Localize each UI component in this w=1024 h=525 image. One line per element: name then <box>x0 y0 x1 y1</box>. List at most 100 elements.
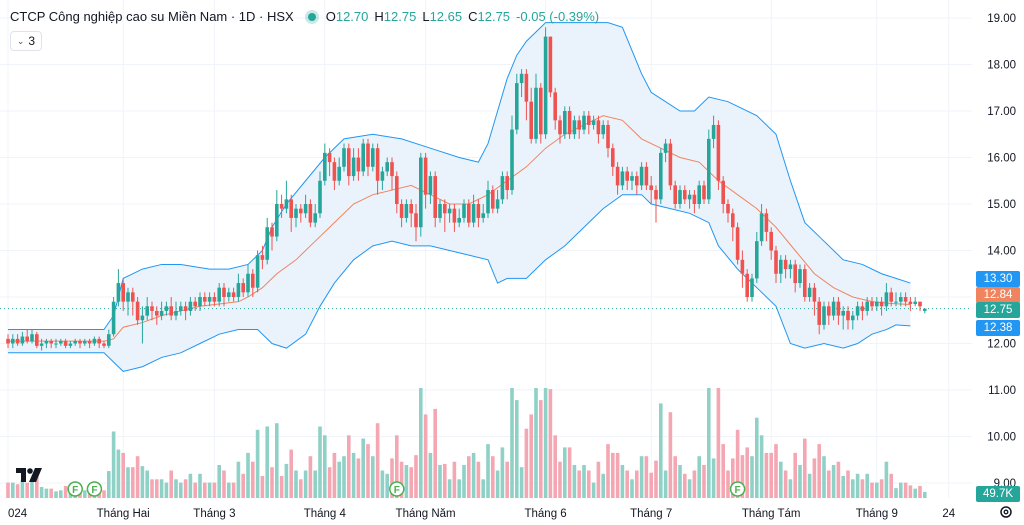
candle-body <box>246 273 250 293</box>
indicator-toggle-button[interactable]: ⌄ 3 <box>10 31 42 51</box>
candle-body <box>524 73 529 102</box>
tradingview-logo-icon[interactable] <box>14 464 46 486</box>
candle-body <box>654 190 658 200</box>
candle-body <box>78 341 82 344</box>
volume-bar <box>841 476 845 498</box>
volume-bar <box>121 452 125 498</box>
volume-bar <box>678 465 682 498</box>
volume-bar <box>423 414 428 498</box>
candle-body <box>327 152 332 163</box>
candle-body <box>92 338 97 344</box>
volume-bar <box>414 455 418 498</box>
candle-body <box>846 310 850 321</box>
candle-body <box>323 152 327 181</box>
volume-bar <box>25 482 29 498</box>
candle-body <box>534 87 538 139</box>
candle-body <box>471 204 476 223</box>
candle-body <box>83 341 87 344</box>
volume-bar <box>726 470 730 498</box>
candle-body <box>97 338 101 344</box>
candle-body <box>798 269 802 284</box>
candle-body <box>721 180 725 204</box>
volume-bar <box>913 488 917 498</box>
candle-body <box>875 301 879 307</box>
candle-body <box>572 120 577 135</box>
candle-body <box>222 287 226 297</box>
candle-body <box>644 166 649 186</box>
candle-body <box>265 227 269 260</box>
candle-body <box>227 292 231 297</box>
candle-body <box>59 341 63 344</box>
volume-bar <box>140 466 145 498</box>
candle-body <box>198 297 202 307</box>
volume-bar <box>807 473 812 498</box>
volume-bar <box>606 444 610 498</box>
volume-bar <box>635 470 639 498</box>
volume-bar <box>697 456 701 498</box>
volume-bar <box>375 423 380 498</box>
volume-bar <box>347 435 351 498</box>
candle-body <box>543 36 548 135</box>
volume-bar <box>30 479 34 498</box>
volume-bar <box>692 470 697 498</box>
volume-bar <box>903 482 908 498</box>
candle-body <box>774 250 778 274</box>
candle-body <box>702 185 706 200</box>
volume-bar <box>265 426 269 498</box>
volume-bar <box>159 479 164 498</box>
volume-bar <box>515 400 519 498</box>
candle-body <box>899 297 903 302</box>
volume-bar <box>908 485 913 498</box>
candle-body <box>467 204 471 223</box>
volume-bar <box>750 456 754 498</box>
candle-body <box>313 213 317 223</box>
candle-body <box>668 143 673 186</box>
volume-bar <box>169 470 173 498</box>
volume-bar <box>702 465 706 498</box>
candle-body <box>707 138 711 200</box>
volume-bar <box>875 482 879 498</box>
candle-body <box>635 176 639 186</box>
volume-bar <box>563 447 567 498</box>
volume-bar <box>836 461 841 498</box>
candle-body <box>49 341 53 344</box>
candle-body <box>491 190 495 209</box>
symbol-title[interactable]: CTCP Công nghiệp cao su Miền Nam · 1D · … <box>10 9 294 24</box>
candle-body <box>735 227 740 260</box>
volume-bar <box>452 461 457 498</box>
gear-icon[interactable] <box>998 504 1014 520</box>
bb-upper-price-tag: 13.30 <box>976 271 1020 287</box>
volume-bar <box>707 388 711 498</box>
volume-bar <box>774 444 778 498</box>
x-axis-tick-label: Tháng 4 <box>304 508 347 520</box>
candle-body <box>356 157 361 172</box>
volume-bar <box>20 479 25 498</box>
volume-bar <box>851 479 855 498</box>
candle-body <box>299 208 303 214</box>
candle-body <box>841 310 845 316</box>
volume-bar <box>231 482 236 498</box>
candle-body <box>630 176 634 181</box>
candle-body <box>169 306 173 316</box>
candle-body <box>270 227 274 237</box>
candle-body <box>563 111 567 135</box>
candle-body <box>179 306 183 311</box>
candle-body <box>318 180 322 214</box>
candle-body <box>649 185 653 191</box>
candle-body <box>107 334 111 346</box>
volume-bar <box>35 472 39 498</box>
volume-bar <box>318 426 322 498</box>
candle-body <box>303 204 308 214</box>
candle-body <box>836 301 841 316</box>
candle-body <box>860 306 865 311</box>
volume-bar <box>582 465 586 498</box>
volume-bar <box>663 470 668 498</box>
volume-bar <box>745 447 749 498</box>
candle-body <box>217 287 221 302</box>
volume-bar <box>673 456 677 498</box>
candle-body <box>11 338 15 344</box>
candle-body <box>174 310 178 316</box>
candle-body <box>135 301 140 321</box>
candle-body <box>807 287 812 297</box>
